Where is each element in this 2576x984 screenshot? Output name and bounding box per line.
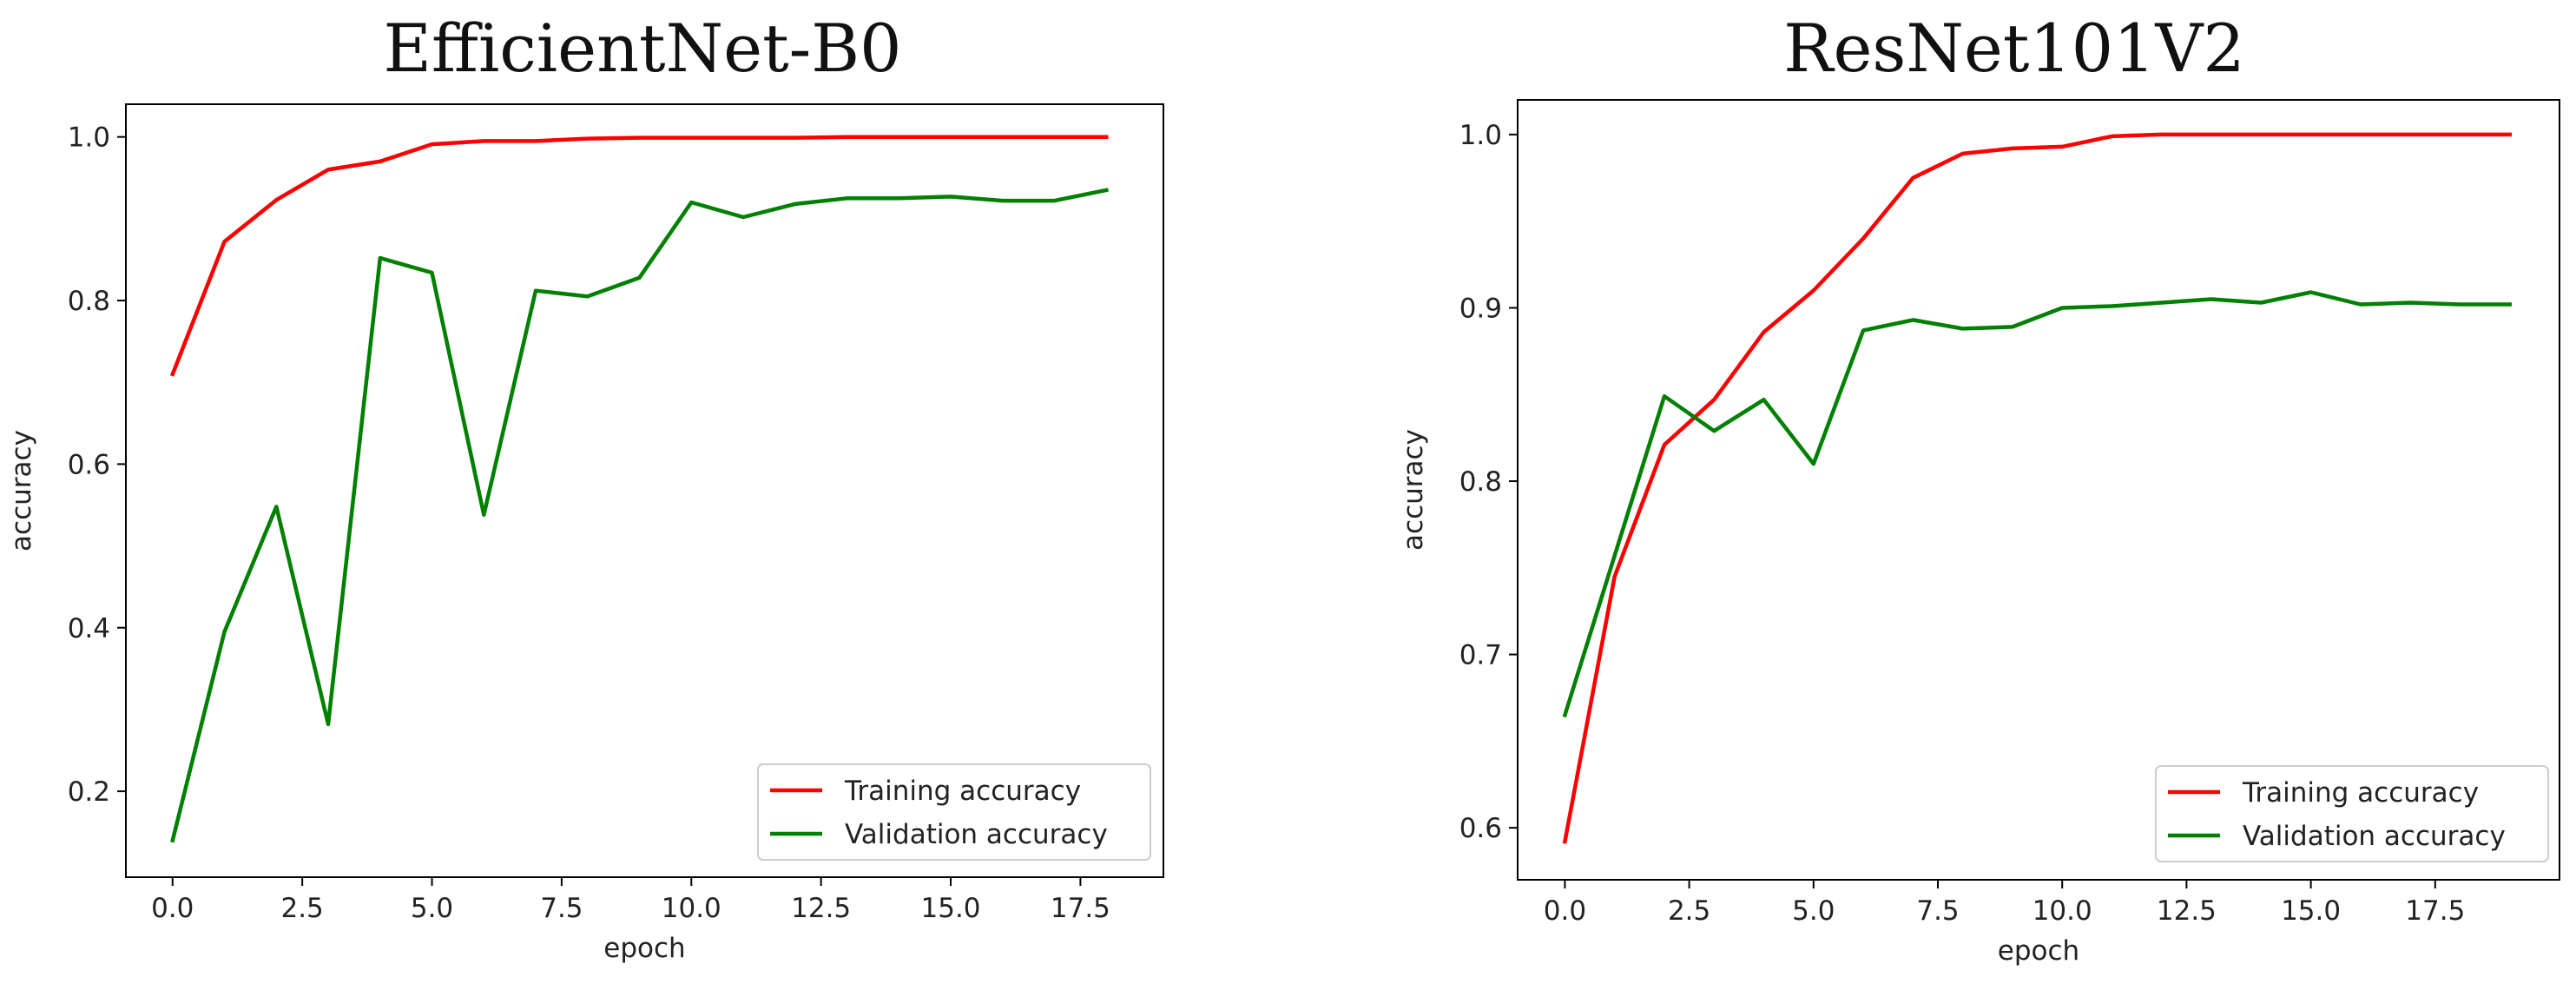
y-tick-label: 0.8	[68, 286, 110, 317]
legend: Training accuracy Validation accuracy	[757, 763, 1151, 861]
y-tick-label: 0.8	[1459, 466, 1502, 498]
x-axis-label: epoch	[1998, 935, 2079, 967]
series-line-training-accuracy	[169, 135, 1109, 377]
chart-efficientnet: 0.0 2.5 5.0 7.5 10.0 12.5 15.0 17.5 0.2 0.4 0.6 0.8…	[6, 103, 1164, 964]
x-tick-label: 0.0	[1544, 895, 1586, 927]
y-axis-label: accuracy	[6, 430, 37, 551]
x-tick-label: 10.0	[662, 893, 721, 924]
series-line-training-accuracy	[1562, 132, 2512, 844]
legend-entry-label: Training accuracy	[2242, 777, 2479, 809]
x-tick-label: 2.5	[280, 893, 323, 924]
x-tick-label: 12.5	[791, 893, 851, 924]
y-tick-label: 0.6	[68, 449, 110, 480]
y-tick-label: 0.6	[1459, 813, 1502, 844]
plot-frame	[125, 103, 1164, 878]
x-tick-label: 12.5	[2157, 895, 2217, 927]
y-tick-label: 0.9	[1459, 293, 1502, 324]
y-tick-label: 1.0	[68, 122, 110, 154]
x-tick-label: 7.5	[540, 893, 583, 924]
series-line-validation-accuracy	[170, 188, 1109, 843]
x-tick-label: 7.5	[1916, 895, 1959, 927]
chart-resnet: 0.0 2.5 5.0 7.5 10.0 12.5 15.0 17.5 0.6 0.7 0.8 0.9…	[1398, 99, 2560, 967]
x-tick-label: 10.0	[2032, 895, 2092, 927]
y-tick-label: 0.4	[68, 613, 110, 644]
x-tick-label: 15.0	[921, 893, 981, 924]
y-tick-label: 1.0	[1459, 120, 1502, 151]
chart-title-efficientnet-b0: EfficientNet-B0	[383, 10, 902, 87]
x-tick-label: 17.5	[1051, 893, 1110, 924]
legend-entry-label: Validation accuracy	[845, 819, 1108, 850]
legend: Training accuracy Validation accuracy	[2155, 765, 2549, 862]
x-tick-label: 5.0	[411, 893, 453, 924]
series-line-validation-accuracy	[1562, 290, 2512, 718]
legend-entry-label: Training accuracy	[844, 776, 1081, 807]
y-tick-label: 0.7	[1459, 640, 1502, 671]
chart-title-resnet101v2: ResNet101V2	[1783, 10, 2245, 87]
legend-box	[757, 763, 1151, 861]
x-tick-label: 5.0	[1792, 895, 1835, 927]
x-tick-label: 17.5	[2405, 895, 2465, 927]
legend-entry-label: Validation accuracy	[2243, 821, 2506, 852]
x-tick-label: 2.5	[1668, 895, 1710, 927]
y-tick-label: 0.2	[68, 776, 110, 808]
x-tick-label: 0.0	[151, 893, 194, 924]
x-tick-label: 15.0	[2281, 895, 2341, 927]
x-axis-label: epoch	[603, 933, 685, 964]
y-axis-label: accuracy	[1398, 429, 1429, 551]
plot-frame	[1517, 99, 2560, 881]
legend-box	[2155, 765, 2549, 862]
